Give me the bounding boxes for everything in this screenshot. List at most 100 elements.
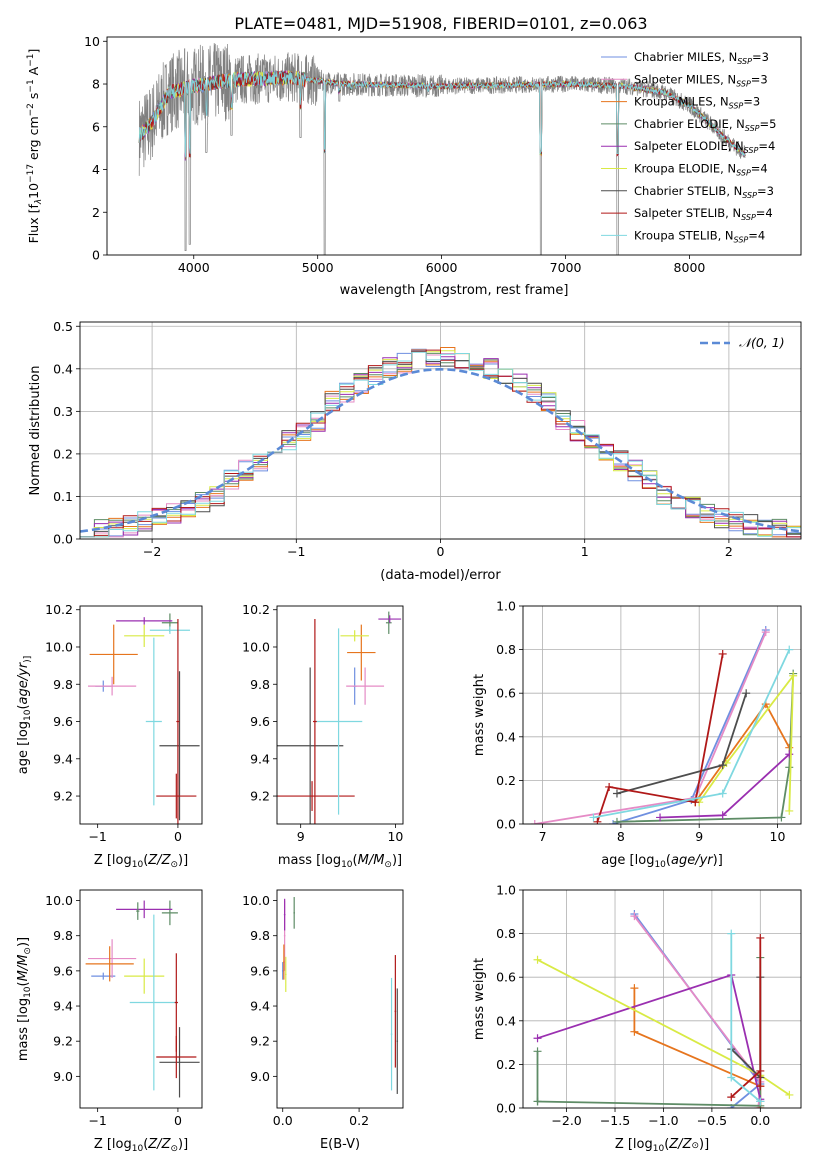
x-tick-label: 1 bbox=[581, 544, 589, 559]
axes-frame bbox=[79, 605, 203, 825]
y-tick-label: 0.6 bbox=[496, 686, 516, 701]
weight-marker bbox=[756, 1082, 765, 1091]
legend-value: =5 bbox=[760, 117, 777, 131]
weight-marker bbox=[718, 789, 727, 798]
label-part: A bbox=[26, 66, 41, 79]
axes-frame bbox=[79, 889, 203, 1109]
x-axis-label: wavelength [Angstrom, rest frame] bbox=[340, 283, 569, 298]
legend-text: Salpeter MILES, N bbox=[634, 72, 736, 86]
x-tick-label: 6000 bbox=[426, 260, 458, 275]
label-part: λ bbox=[34, 199, 44, 205]
legend-text: Kroupa MILES, N bbox=[634, 95, 729, 109]
x-axis-label: (data-model)/error bbox=[380, 568, 501, 583]
label-part: M/M bbox=[358, 853, 385, 868]
weight-marker bbox=[785, 1090, 794, 1099]
x-tick-label: −2.0 bbox=[551, 1113, 581, 1128]
weight-marker bbox=[630, 912, 639, 921]
x-tick-label: −1 bbox=[88, 1113, 106, 1128]
legend-subscript: SSP bbox=[745, 124, 760, 133]
y-tick-label: 0.0 bbox=[496, 1101, 516, 1116]
y-tick-label: 10.2 bbox=[242, 602, 270, 617]
x-tick-label: −1.0 bbox=[648, 1113, 678, 1128]
weight-marker bbox=[718, 761, 727, 770]
weight-line-salpeter-stelib bbox=[730, 938, 762, 1098]
legend-label: Chabrier MILES, NSSP=3 bbox=[634, 50, 769, 66]
label-part: Z/Z bbox=[147, 853, 171, 868]
x-axis-label: mass [log10(M/M⊙)] bbox=[278, 853, 402, 870]
weight-marker bbox=[727, 929, 736, 938]
label-part: M/M bbox=[16, 955, 31, 982]
x-tick-label: −2 bbox=[143, 544, 161, 559]
legend-label: Kroupa MILES, NSSP=3 bbox=[634, 95, 760, 111]
weight-marker bbox=[761, 628, 770, 637]
y-tick-label: 9.4 bbox=[53, 751, 73, 766]
weight-marker bbox=[756, 1097, 765, 1106]
y-axis-label: Normed distribution bbox=[28, 366, 43, 496]
weight-marker bbox=[785, 645, 794, 654]
y-tick-label: 0.5 bbox=[53, 319, 73, 334]
legend-subscript: SSP bbox=[737, 57, 752, 66]
weight-line-salpeter-miles bbox=[534, 631, 767, 824]
y-tick-label: 9.0 bbox=[53, 1069, 73, 1084]
model-spectrum-kroupa-stelib bbox=[138, 70, 746, 158]
y-tick-label: 0.2 bbox=[496, 1057, 516, 1072]
x-tick-label: −1 bbox=[287, 544, 305, 559]
weight-line-salpeter-miles bbox=[633, 915, 762, 1108]
weight-lines bbox=[530, 625, 798, 824]
label-part: )] bbox=[178, 1137, 188, 1152]
label-part: 10 bbox=[23, 986, 33, 998]
y-tick-label: 6 bbox=[92, 119, 100, 134]
label-part: Z [log bbox=[94, 853, 132, 868]
x-tick-label: 10 bbox=[770, 829, 786, 844]
weight-line-chabrier-miles bbox=[612, 629, 767, 824]
weight-line-salpeter-stelib bbox=[596, 653, 724, 823]
label-part: ( bbox=[664, 1137, 669, 1152]
axes-frame bbox=[276, 605, 404, 825]
label-part: )] bbox=[392, 853, 402, 868]
x-axis-label: Z [log10(Z/Z⊙)] bbox=[94, 1137, 188, 1154]
mass-vs-metallicity-plot: −1 09.09.29.49.69.810.0Z [log10(Z/Z⊙)]mas… bbox=[16, 889, 203, 1154]
x-tick-label: 8000 bbox=[674, 260, 706, 275]
error-crosses bbox=[88, 613, 200, 824]
label-part: ( bbox=[16, 704, 31, 709]
weight-line-salpeter-elodie bbox=[659, 753, 790, 819]
weight-marker bbox=[533, 955, 542, 964]
x-tick-label: 8 bbox=[617, 829, 625, 844]
weight-marker bbox=[756, 1066, 765, 1075]
weight-marker bbox=[630, 984, 639, 993]
label-part: ⊙ bbox=[691, 1141, 699, 1151]
mass-vs-extinction-plot: 0.0 0.2 9.0 9.2 9.4 9.6 9.8 10.0 E(B-V) bbox=[242, 889, 404, 1152]
y-tick-label: 0.8 bbox=[496, 926, 516, 941]
y-tick-label: 10 bbox=[84, 34, 100, 49]
legend-value: =4 bbox=[748, 228, 765, 242]
legend-value: =3 bbox=[743, 95, 760, 109]
label-part: )] bbox=[178, 853, 188, 868]
label-part: )] bbox=[16, 937, 31, 947]
legend-subscript: SSP bbox=[736, 79, 751, 88]
y-tick-label: 9.4 bbox=[53, 999, 73, 1014]
age-vs-metallicity-plot: −1 09.29.49.69.810.010.2Z [log10(Z/Z⊙)]ag… bbox=[16, 602, 203, 870]
y-tick-label: 9.0 bbox=[250, 1069, 270, 1084]
y-tick-label: 0.0 bbox=[53, 532, 73, 547]
label-part: ⊙ bbox=[170, 860, 178, 870]
label-part: )] bbox=[23, 656, 33, 663]
error-crosses bbox=[281, 897, 399, 1094]
figure-title: PLATE=0481, MJD=51908, FIBERID=0101, z=0… bbox=[234, 14, 647, 33]
x-tick-label: 0 bbox=[174, 1113, 182, 1128]
legend-subscript: SSP bbox=[742, 191, 757, 200]
y-axis-label: mass weight bbox=[472, 674, 487, 756]
label-part: −2 bbox=[26, 103, 36, 116]
x-tick-label: 0 bbox=[437, 544, 445, 559]
weight-marker bbox=[727, 1073, 736, 1082]
weight-marker bbox=[656, 813, 665, 822]
weight-marker bbox=[589, 813, 598, 822]
weight-lines bbox=[533, 909, 794, 1108]
legend-subscript: SSP bbox=[741, 213, 756, 222]
y-tick-label: 10.0 bbox=[242, 639, 270, 654]
label-part: 10 bbox=[132, 1144, 144, 1154]
legend-text: Salpeter ELODIE, N bbox=[634, 139, 744, 153]
weight-marker bbox=[742, 689, 751, 698]
label-part: ( bbox=[666, 853, 671, 868]
error-crosses bbox=[85, 900, 200, 1098]
